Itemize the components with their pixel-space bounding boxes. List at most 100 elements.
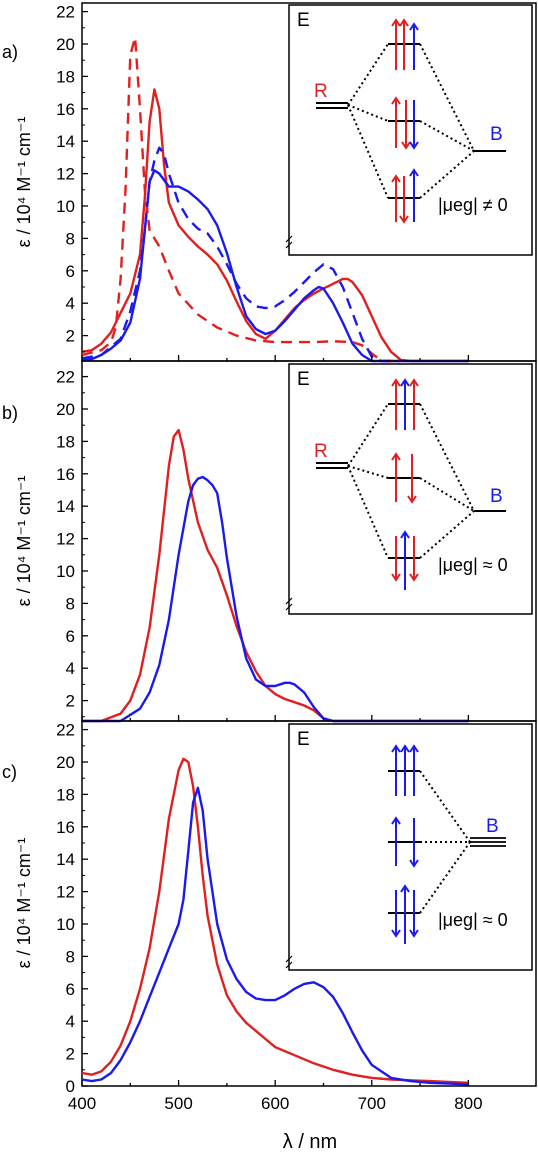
axis-break-icon xyxy=(285,955,293,969)
electron-arrows xyxy=(391,378,419,590)
panel-a: a) ε / 10⁴ M⁻¹ cm⁻¹ 2 4 6 8 10 12 14 16 18 20 22 xyxy=(2,2,537,363)
y-tick-label: 20 xyxy=(56,753,75,772)
y-tick-label: 2 xyxy=(66,1045,75,1064)
y-tick-label: 2 xyxy=(66,327,75,346)
y-tick-label: 10 xyxy=(56,915,75,934)
y-tick-label: 18 xyxy=(56,67,75,86)
y-tick-label: 8 xyxy=(66,229,75,248)
b-label: B xyxy=(486,816,499,837)
y-tick-label: 16 xyxy=(56,818,75,837)
y-tick-label: 12 xyxy=(56,165,75,184)
y-tick-label: 8 xyxy=(66,594,75,613)
x-axis-label: λ / nm xyxy=(283,1131,337,1153)
panel-c: c) ε / 10⁴ M⁻¹ cm⁻¹ λ / nm 0 2 4 6 8 10 12 14 16… xyxy=(2,720,537,1153)
inset-a-frame xyxy=(288,4,533,256)
panel-c-frame xyxy=(81,720,537,1087)
panel-b-ylabel: ε / 10⁴ M⁻¹ cm⁻¹ xyxy=(14,476,34,607)
arrow-up-icon xyxy=(400,884,410,944)
y-tick-label: 22 xyxy=(56,368,75,387)
axis-break-icon xyxy=(285,597,293,611)
b-label: B xyxy=(490,124,503,145)
energy-label: E xyxy=(297,729,310,750)
panel-c-label: c) xyxy=(2,762,17,782)
arrow-down-icon xyxy=(401,100,411,150)
series-line xyxy=(81,146,401,363)
x-tick-label: 700 xyxy=(358,1094,386,1113)
correlation-lines xyxy=(347,403,475,559)
series-line xyxy=(82,475,469,723)
inset-a: E R B |μeg| ≠ 0 xyxy=(285,4,533,256)
electron-arrows xyxy=(391,18,419,224)
y-tick-label: 14 xyxy=(56,132,75,151)
arrow-up-icon xyxy=(400,530,410,590)
mu-label: |μeg| ≠ 0 xyxy=(438,195,508,215)
panel-a-label: a) xyxy=(2,42,18,62)
inset-c-frame xyxy=(288,723,533,971)
y-tick-label: 12 xyxy=(56,530,75,549)
arrow-up-icon xyxy=(409,168,419,222)
mu-label: |μeg| ≈ 0 xyxy=(438,555,508,575)
r-label: R xyxy=(314,441,328,462)
x-tick-label: 500 xyxy=(164,1094,192,1113)
y-tick-label: 6 xyxy=(66,262,75,281)
correlation-lines xyxy=(347,43,475,199)
y-tick-label: 6 xyxy=(66,627,75,646)
panel-a-ylabel: ε / 10⁴ M⁻¹ cm⁻¹ xyxy=(14,117,34,248)
arrow-up-icon xyxy=(409,22,419,70)
arrow-up-icon xyxy=(399,18,409,70)
arrow-up-icon xyxy=(391,18,401,70)
arrow-up-icon xyxy=(391,744,401,796)
y-tick-label: 14 xyxy=(56,497,75,516)
y-tick-label: 18 xyxy=(56,432,75,451)
y-tick-label: 20 xyxy=(56,35,75,54)
series-line xyxy=(81,786,469,1086)
inset-c: E B |μeg| ≈ 0 xyxy=(285,723,533,971)
arrow-up-icon xyxy=(391,378,401,430)
inset-b-frame xyxy=(288,363,533,615)
arrow-down-icon xyxy=(391,890,401,938)
y-tick-label: 22 xyxy=(56,721,75,740)
y-tick-label: 4 xyxy=(66,1012,75,1031)
arrow-up-icon xyxy=(391,96,401,148)
arrow-up-icon xyxy=(391,174,401,222)
arrow-down-icon xyxy=(409,536,419,582)
y-tick-label: 4 xyxy=(66,659,75,678)
arrow-down-icon xyxy=(409,818,419,868)
y-tick-label: 20 xyxy=(56,400,75,419)
y-tick-label: 0 xyxy=(66,1077,75,1096)
energy-label: E xyxy=(297,369,310,390)
mu-label: |μeg| ≈ 0 xyxy=(438,910,508,930)
arrow-up-icon xyxy=(400,378,410,430)
x-tick-label: 400 xyxy=(68,1094,96,1113)
energy-label: E xyxy=(297,10,310,31)
series-line xyxy=(81,36,401,363)
b-label: B xyxy=(490,486,503,507)
arrow-up-icon xyxy=(409,744,419,796)
series-line xyxy=(81,757,469,1084)
arrow-down-icon xyxy=(399,176,409,224)
y-tick-label: 18 xyxy=(56,785,75,804)
correlation-lines xyxy=(419,770,471,914)
arrow-down-icon xyxy=(409,890,419,938)
x-tick-label: 600 xyxy=(261,1094,289,1113)
arrow-down-icon xyxy=(409,100,419,150)
y-tick-label: 10 xyxy=(56,197,75,216)
axis-break-icon xyxy=(285,235,293,249)
electron-arrows xyxy=(391,744,419,944)
arrow-up-icon xyxy=(391,816,401,866)
y-tick-label: 12 xyxy=(56,883,75,902)
y-tick-label: 4 xyxy=(66,294,75,313)
series-line xyxy=(81,88,469,363)
y-tick-label: 6 xyxy=(66,980,75,999)
arrow-up-icon xyxy=(391,452,401,502)
arrow-up-icon xyxy=(400,744,410,796)
panel-c-ylabel: ε / 10⁴ M⁻¹ cm⁻¹ xyxy=(14,838,34,969)
y-tick-label: 22 xyxy=(56,3,75,22)
y-tick-label: 10 xyxy=(56,562,75,581)
y-tick-label: 16 xyxy=(56,465,75,484)
x-tick-label: 800 xyxy=(454,1094,482,1113)
arrow-up-icon xyxy=(409,378,419,430)
arrow-down-icon xyxy=(407,454,417,504)
y-tick-label: 16 xyxy=(56,100,75,119)
